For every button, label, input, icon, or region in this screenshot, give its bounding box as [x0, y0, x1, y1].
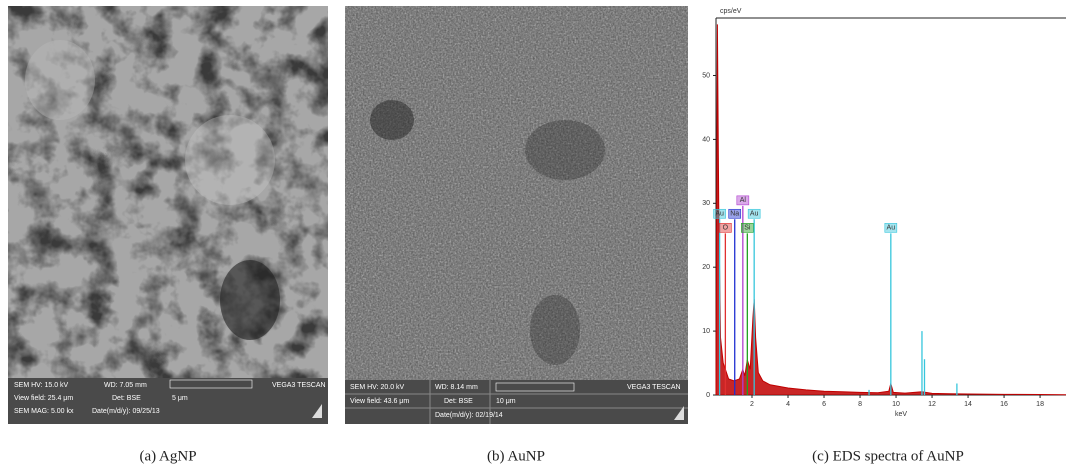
y-tick-label: 40 — [702, 136, 710, 143]
peak-label-box — [719, 223, 732, 233]
y-axis-label: cps/eV — [720, 8, 742, 15]
info-bar-a: SEM HV: 15.0 kV WD: 7.05 mm VEGA3 TESCAN… — [8, 378, 328, 424]
spectrum — [715, 24, 1066, 396]
hv: SEM HV: 20.0 kV — [350, 384, 405, 391]
x-tick-label: 12 — [928, 401, 936, 408]
date: Date(m/d/y): 09/25/13 — [92, 408, 160, 415]
scale: 5 μm — [172, 395, 188, 402]
x-tick-label: 16 — [1000, 401, 1008, 408]
peak-label: Si — [744, 225, 751, 232]
detector: Det: BSE — [112, 395, 141, 402]
view-field: View field: 43.6 μm — [350, 398, 409, 405]
info-bar-b: SEM HV: 20.0 kV WD: 8.14 mm VEGA3 TESCAN… — [345, 380, 688, 424]
peak-label-box — [747, 208, 761, 219]
peak-label: Na — [730, 211, 739, 218]
wd: WD: 8.14 mm — [435, 384, 478, 391]
y-tick-label: 50 — [702, 72, 710, 79]
date: Date(m/d/y): 02/19/14 — [435, 412, 503, 419]
caption: (c) EDS spectra of AuNP — [812, 448, 964, 464]
scale: 10 μm — [496, 398, 516, 405]
peak-label: O — [723, 225, 729, 232]
brand: VEGA3 TESCAN — [272, 382, 326, 389]
peak-label: Au — [887, 225, 896, 232]
peak-label-box — [884, 223, 898, 233]
x-tick-label: 2 — [750, 401, 754, 408]
view-field: View field: 25.4 μm — [14, 395, 73, 402]
peak-label-box — [741, 223, 754, 233]
sem-image-b — [345, 6, 688, 380]
caption: (a) AgNP — [139, 448, 196, 464]
x-tick-label: 14 — [964, 401, 972, 408]
peak-label: Al — [740, 197, 747, 204]
brand: VEGA3 TESCAN — [627, 384, 681, 391]
x-tick-label: 10 — [892, 401, 900, 408]
x-tick-label: 8 — [858, 401, 862, 408]
wd: WD: 7.05 mm — [104, 382, 147, 389]
x-axis-label: keV — [895, 411, 907, 418]
y-tick-label: 0 — [706, 392, 710, 399]
peak-label-box — [736, 195, 750, 206]
sem-image-a — [8, 6, 328, 378]
magnification: SEM MAG: 5.00 kx — [14, 408, 74, 415]
y-tick-label: 30 — [702, 200, 710, 207]
detector: Det: BSE — [444, 398, 473, 405]
x-tick-label: 4 — [786, 401, 790, 408]
caption: (b) AuNP — [487, 448, 545, 464]
peak-label: Au — [750, 211, 759, 218]
peak-label: Au — [715, 211, 724, 218]
peak-label-box — [728, 208, 742, 219]
hv: SEM HV: 15.0 kV — [14, 382, 69, 389]
y-tick-label: 10 — [702, 328, 710, 335]
peak-label-box — [713, 208, 726, 219]
x-tick-label: 6 — [822, 401, 826, 408]
y-tick-label: 20 — [702, 264, 710, 271]
x-tick-label: 18 — [1036, 401, 1044, 408]
